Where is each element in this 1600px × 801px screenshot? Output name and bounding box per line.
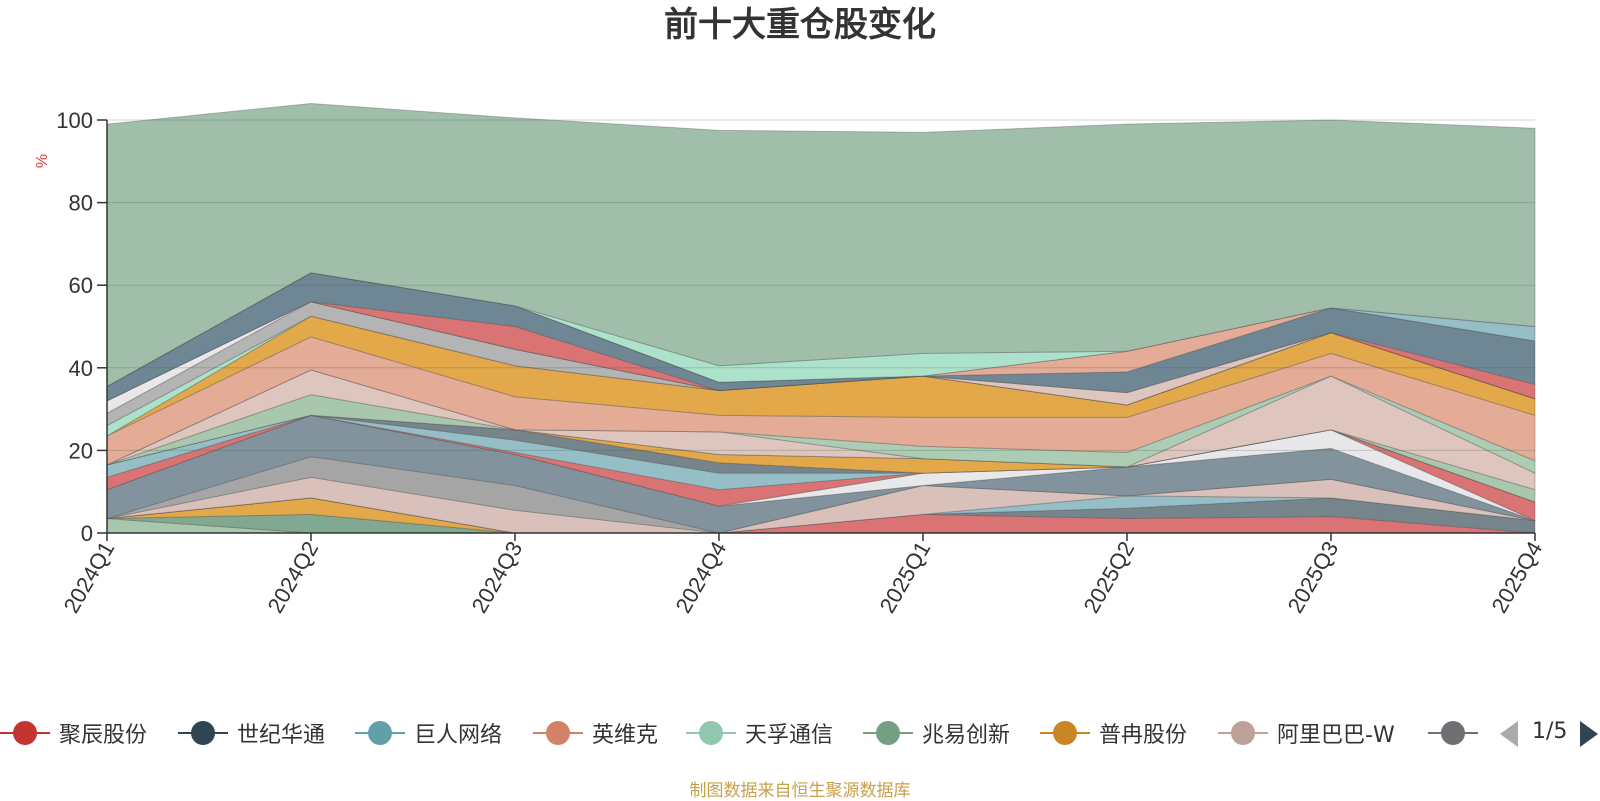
page-next-icon[interactable] <box>1580 721 1598 747</box>
legend-item[interactable]: 普冉股份 <box>1040 713 1187 753</box>
legend-pager: 1/5 <box>1500 713 1600 753</box>
grid-lines <box>107 119 1535 451</box>
x-tick-label: 2025Q4 <box>1487 537 1548 617</box>
x-tick-label: 2024Q3 <box>467 537 528 617</box>
legend-page-indicator: 1/5 <box>1532 719 1568 744</box>
circle-line-icon <box>1040 721 1090 745</box>
legend-marker-dot <box>699 721 723 745</box>
legend-marker-dot <box>1053 721 1077 745</box>
y-tick-label: 20 <box>69 438 93 463</box>
x-tick-label: 2024Q2 <box>263 537 324 617</box>
legend-label: 聚辰股份 <box>59 723 148 748</box>
y-tick-label: 0 <box>81 521 93 546</box>
y-tick-label: 40 <box>69 356 93 381</box>
legend-item[interactable]: 聚辰股份 <box>0 713 147 753</box>
source-note: 制图数据来自恒生聚源数据库 <box>689 781 911 801</box>
legend-item[interactable]: 世纪华通 <box>178 713 325 753</box>
x-tick-label: 2025Q3 <box>1283 537 1344 617</box>
circle-line-icon <box>686 721 736 745</box>
y-tick-label: 60 <box>69 273 93 298</box>
x-tick-label: 2025Q2 <box>1079 537 1140 617</box>
page-prev-icon[interactable] <box>1500 721 1518 747</box>
circle-line-icon <box>533 721 583 745</box>
legend-label: 世纪华通 <box>237 723 326 748</box>
y-tick-label: 100 <box>56 108 93 133</box>
legend-item[interactable]: 英维克 <box>533 713 658 753</box>
legend-label: 天孚通信 <box>745 723 834 748</box>
legend-marker-dot <box>1231 721 1255 745</box>
legend-item[interactable]: 阿里巴巴-W <box>1218 713 1395 753</box>
y-axis-label: % <box>34 154 51 168</box>
legend-item[interactable]: 巨人网络 <box>355 713 502 753</box>
legend-marker-dot <box>1441 721 1465 745</box>
legend-label: 普冉股份 <box>1099 723 1188 748</box>
legend: 聚辰股份 世纪华通 巨人网络 英维克 天孚通信 兆易创新 普冉股份 阿里巴巴-W <box>0 713 1600 753</box>
circle-line-icon <box>1428 721 1478 745</box>
y-tick-label: 80 <box>69 191 93 216</box>
legend-marker-dot <box>546 721 570 745</box>
x-tick-label: 2024Q4 <box>671 537 732 617</box>
legend-item[interactable]: 天孚通信 <box>686 713 833 753</box>
legend-item[interactable] <box>1428 713 1478 753</box>
legend-label: 阿里巴巴-W <box>1277 723 1395 748</box>
circle-line-icon <box>863 721 913 745</box>
legend-label: 巨人网络 <box>414 723 503 748</box>
legend-label: 英维克 <box>592 723 659 748</box>
legend-marker-dot <box>876 721 900 745</box>
x-tick-label: 2024Q1 <box>59 537 120 617</box>
circle-line-icon <box>1218 721 1268 745</box>
legend-marker-dot <box>13 721 37 745</box>
circle-line-icon <box>178 721 228 745</box>
area-series-14 <box>106 394 1536 503</box>
circle-line-icon <box>0 721 50 745</box>
chart-title: 前十大重仓股变化 <box>664 5 936 45</box>
legend-label: 兆易创新 <box>922 723 1011 748</box>
x-tick-label: 2025Q1 <box>875 537 936 617</box>
area-series-28 <box>106 102 1536 388</box>
legend-marker-dot <box>368 721 392 745</box>
legend-item[interactable]: 兆易创新 <box>863 713 1010 753</box>
legend-marker-dot <box>191 721 215 745</box>
area-series-group <box>106 102 1536 534</box>
circle-line-icon <box>355 721 405 745</box>
